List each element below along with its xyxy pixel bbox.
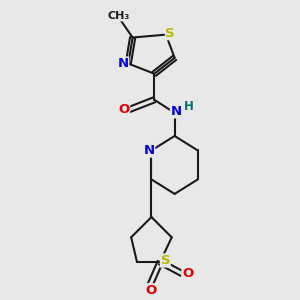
Text: O: O <box>146 284 157 297</box>
Text: N: N <box>170 105 182 118</box>
Text: H: H <box>184 100 194 113</box>
Text: O: O <box>182 267 193 280</box>
Text: S: S <box>160 254 170 267</box>
Text: N: N <box>118 57 129 70</box>
Text: CH₃: CH₃ <box>107 11 129 21</box>
Text: N: N <box>144 144 155 157</box>
Text: S: S <box>166 27 175 40</box>
Text: O: O <box>118 103 130 116</box>
